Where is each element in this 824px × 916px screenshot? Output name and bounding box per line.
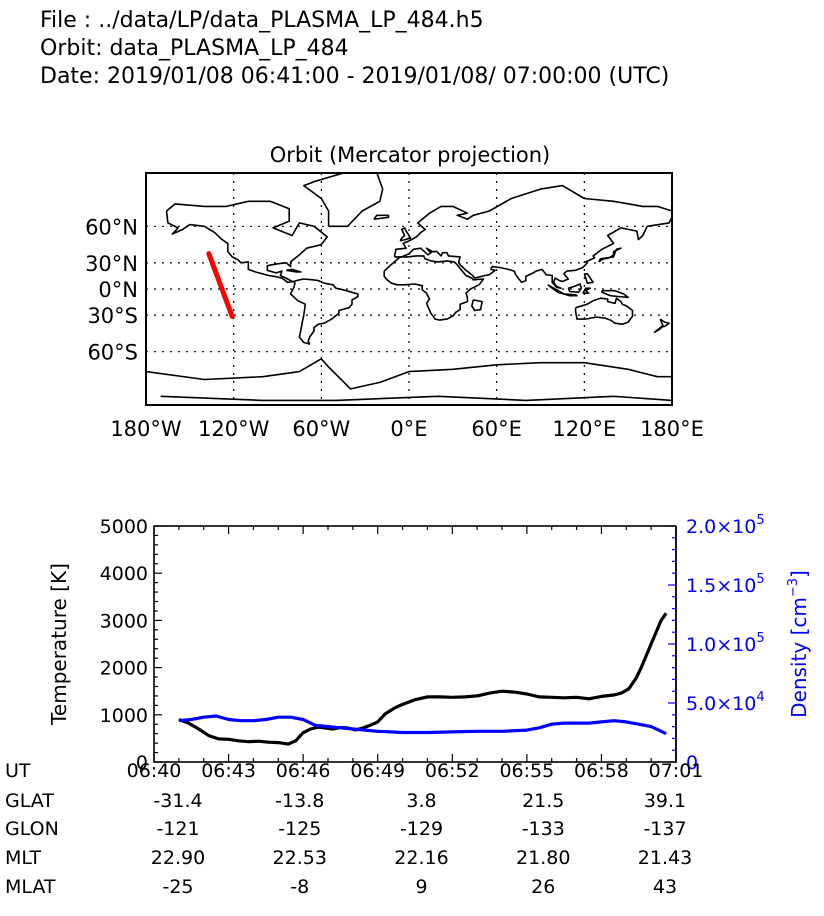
- y2-tick-label: 1.0×105: [686, 631, 765, 656]
- lon-tick-label: 120°W: [198, 417, 270, 441]
- table-cell: -133: [522, 818, 565, 840]
- table-row-label: GLAT: [5, 790, 54, 812]
- coastline: [393, 184, 673, 289]
- orbit-line: Orbit: data_PLASMA_LP_484: [40, 36, 349, 61]
- y2-axis-title: Density [cm−3]: [786, 570, 811, 718]
- file-path-line: File : ../data/LP/data_PLASMA_LP_484.h5: [40, 8, 484, 33]
- table-cell: 21.43: [638, 847, 692, 869]
- lon-tick-label: 180°W: [110, 417, 182, 441]
- coastline: [289, 278, 359, 345]
- plot-axis-labels: 0 1000 2000 3000 4000 5000 2.0×105 1.5×105 1.0×1…: [47, 513, 811, 774]
- table-cell: 22.53: [273, 847, 327, 869]
- table-row-label: GLON: [5, 818, 59, 840]
- y-tick-label: 3000: [100, 610, 148, 632]
- table-cell: 9: [415, 876, 427, 898]
- table-cell: -8: [290, 876, 309, 898]
- table-row-label: MLAT: [5, 876, 56, 898]
- ut-value: 06:52: [425, 760, 480, 782]
- map-title: Orbit (Mercator projection): [270, 143, 551, 167]
- coastline: [383, 255, 485, 321]
- orbit-map: Orbit (Mercator projection) 60°N 30°N0°N3…: [85, 143, 704, 441]
- lon-tick-label: 60°W: [292, 417, 350, 441]
- coastline: [286, 268, 302, 273]
- coastline: [165, 200, 328, 284]
- ut-value: 06:49: [350, 760, 405, 782]
- coastline: [583, 273, 594, 284]
- table-cell: 43: [653, 876, 677, 898]
- ut-value: 06:55: [499, 760, 554, 782]
- coastlines: [145, 172, 673, 402]
- coastline: [574, 297, 634, 325]
- lon-tick-label: 180°E: [640, 417, 704, 441]
- coastline: [303, 172, 384, 228]
- lon-tick-label: 120°E: [552, 417, 616, 441]
- table-cell: -125: [278, 818, 321, 840]
- table-cell: 21.80: [516, 847, 570, 869]
- lon-tick-label: 0°E: [390, 417, 427, 441]
- plot-ticks: [153, 525, 677, 763]
- coastline: [601, 289, 629, 299]
- y2-tick-label: 0: [686, 752, 698, 774]
- coastline: [160, 395, 673, 402]
- ut-value: 06:40: [127, 760, 182, 782]
- date-range-line: Date: 2019/01/08 06:41:00 - 2019/01/08/ …: [40, 64, 670, 89]
- y-tick-label: 2000: [100, 658, 148, 680]
- table-cell: -31.4: [153, 790, 202, 812]
- y-tick-label: 1000: [100, 705, 148, 727]
- table-cell: -121: [156, 818, 199, 840]
- map-axis-labels: 60°N 30°N0°N30°S 60°S 180°W 120°W 60°W 0°E 60°E…: [85, 215, 704, 441]
- table-cell: 26: [531, 876, 555, 898]
- y2-tick-label: 1.5×105: [686, 572, 765, 597]
- plot-series: [178, 612, 668, 746]
- table-cell: -137: [643, 818, 686, 840]
- temperature-series: [178, 612, 668, 746]
- ut-value: 07:01: [649, 760, 704, 782]
- table-cell: -25: [162, 876, 193, 898]
- table-cell: -129: [400, 818, 443, 840]
- y2-tick-label: 5.0×104: [686, 690, 765, 715]
- orbit-info-table: UT 06:40 06:43 06:46 06:49 06:52 06:55 06:58 07:…: [5, 760, 703, 898]
- temperature-density-plot: 0 1000 2000 3000 4000 5000 2.0×105 1.5×105 1.0×1…: [5, 513, 811, 898]
- coastline: [373, 214, 390, 220]
- table-cell: 22.16: [394, 847, 448, 869]
- table-cell: 21.5: [522, 790, 564, 812]
- lat-tick-label: 0°N: [98, 278, 138, 302]
- ut-value: 06:43: [201, 760, 256, 782]
- table-cell: 3.8: [406, 790, 436, 812]
- coastline: [145, 358, 672, 390]
- ut-value: 06:58: [574, 760, 629, 782]
- y2-tick-label: 2.0×105: [686, 513, 765, 538]
- y-tick-label: 4000: [100, 563, 148, 585]
- table-cell: -13.8: [275, 790, 324, 812]
- lat-tick-label: 60°S: [87, 341, 138, 365]
- table-cell: 39.1: [644, 790, 686, 812]
- coastline: [567, 283, 583, 294]
- orbit-track: [206, 251, 235, 320]
- map-frame: [145, 172, 673, 406]
- lat-tick-label: 30°S: [87, 304, 138, 328]
- table-cell: 22.90: [151, 847, 205, 869]
- lat-tick-label: 30°N: [85, 252, 138, 276]
- lat-tick-label: 60°N: [85, 215, 138, 239]
- coastline: [598, 247, 622, 263]
- ut-value: 06:46: [276, 760, 331, 782]
- y-axis-title: Temperature [K]: [47, 563, 71, 726]
- plot-frame: [153, 525, 677, 763]
- table-row-label: UT: [5, 760, 31, 782]
- map-gridlines: [146, 173, 672, 405]
- y-tick-label: 5000: [100, 516, 148, 538]
- y-tick-label: 0: [136, 752, 148, 774]
- orbit-track-line: [206, 251, 235, 320]
- coastline: [653, 318, 670, 333]
- lon-tick-label: 60°E: [471, 417, 522, 441]
- coastline: [399, 227, 412, 242]
- density-series: [178, 714, 667, 736]
- coastline: [471, 299, 483, 312]
- coastline: [563, 293, 578, 297]
- table-row-label: MLT: [5, 847, 41, 869]
